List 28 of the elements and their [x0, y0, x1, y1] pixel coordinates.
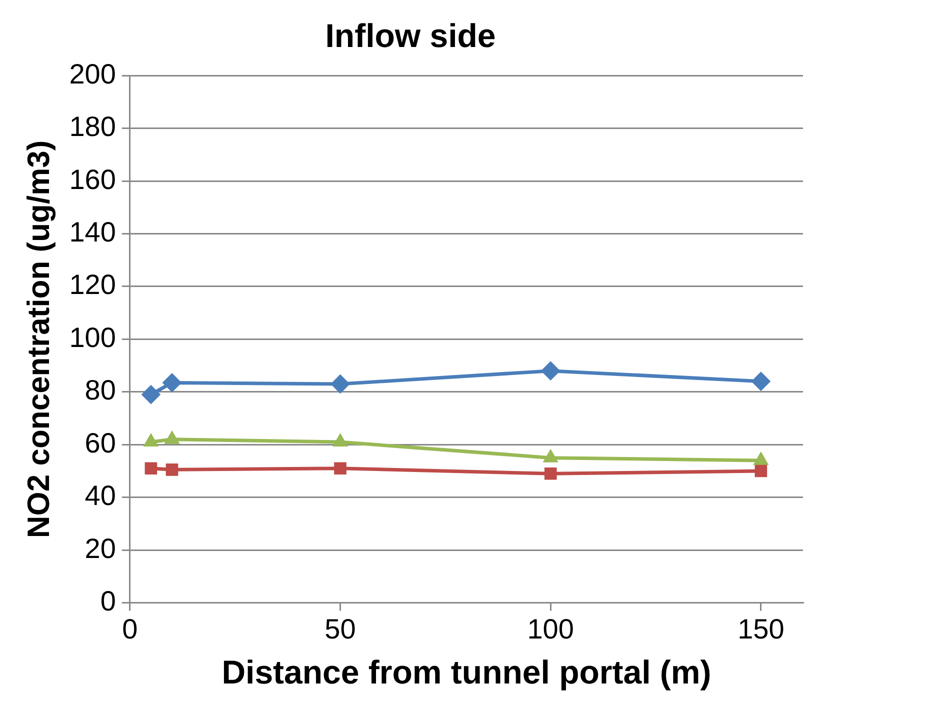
y-tick-label: 140 [69, 216, 116, 248]
x-tick-label: 150 [738, 613, 784, 644]
y-tick-label: 80 [84, 374, 116, 406]
x-tick-label: 50 [324, 613, 356, 644]
y-tick-label: 120 [69, 269, 116, 300]
y-tick-label: 180 [69, 111, 116, 142]
y-tick-label: 60 [84, 427, 116, 458]
y-tick-label: 0 [100, 586, 116, 617]
point [162, 373, 182, 392]
y-tick-label: 40 [84, 480, 116, 512]
point [141, 385, 160, 404]
point [144, 462, 158, 475]
point [334, 462, 346, 475]
y-axis-title: NO2 concentration (ug/m3) [21, 140, 56, 538]
y-tick-label: 160 [69, 164, 116, 195]
point [330, 374, 350, 394]
y-tick-label: 200 [69, 58, 116, 90]
point [166, 464, 178, 476]
x-tick-label: 0 [122, 613, 138, 644]
point [754, 464, 768, 478]
y-tick-label: 20 [84, 532, 116, 564]
x-axis-title: Distance from tunnel portal (m) [222, 653, 712, 690]
point [541, 361, 560, 380]
chart-title: Inflow side [325, 16, 496, 54]
y-tick-label: 100 [69, 322, 116, 353]
point [751, 372, 770, 391]
point [544, 467, 557, 480]
x-tick-label: 100 [527, 613, 574, 644]
